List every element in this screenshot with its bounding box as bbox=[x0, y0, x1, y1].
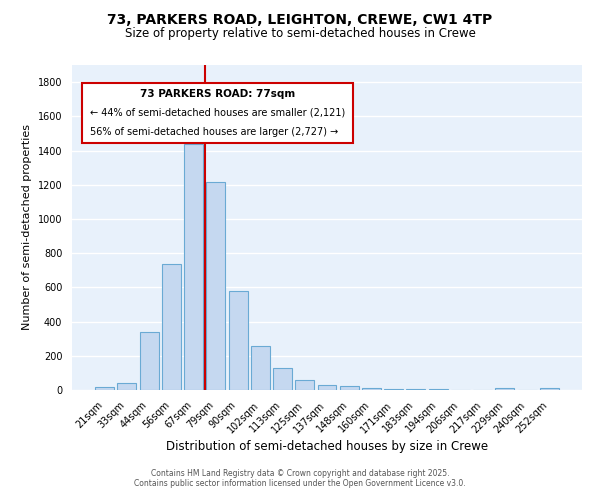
FancyBboxPatch shape bbox=[82, 83, 353, 143]
Bar bbox=[95, 388, 114, 390]
Bar bbox=[362, 388, 381, 390]
Bar bbox=[251, 346, 270, 390]
Bar bbox=[140, 332, 158, 390]
Text: 73 PARKERS ROAD: 77sqm: 73 PARKERS ROAD: 77sqm bbox=[140, 88, 295, 99]
Bar bbox=[162, 264, 181, 390]
Bar bbox=[206, 182, 225, 390]
Bar bbox=[340, 386, 359, 390]
Bar bbox=[317, 385, 337, 390]
Bar bbox=[295, 380, 314, 390]
Y-axis label: Number of semi-detached properties: Number of semi-detached properties bbox=[22, 124, 32, 330]
Bar bbox=[540, 388, 559, 390]
Text: Contains HM Land Registry data © Crown copyright and database right 2025.: Contains HM Land Registry data © Crown c… bbox=[151, 468, 449, 477]
Text: Size of property relative to semi-detached houses in Crewe: Size of property relative to semi-detach… bbox=[125, 28, 475, 40]
Bar bbox=[384, 388, 403, 390]
Bar bbox=[406, 389, 425, 390]
Bar bbox=[118, 383, 136, 390]
Bar bbox=[496, 388, 514, 390]
Text: 56% of semi-detached houses are larger (2,727) →: 56% of semi-detached houses are larger (… bbox=[90, 127, 338, 137]
Bar bbox=[229, 291, 248, 390]
Text: Contains public sector information licensed under the Open Government Licence v3: Contains public sector information licen… bbox=[134, 478, 466, 488]
X-axis label: Distribution of semi-detached houses by size in Crewe: Distribution of semi-detached houses by … bbox=[166, 440, 488, 454]
Text: 73, PARKERS ROAD, LEIGHTON, CREWE, CW1 4TP: 73, PARKERS ROAD, LEIGHTON, CREWE, CW1 4… bbox=[107, 12, 493, 26]
Bar bbox=[184, 144, 203, 390]
Bar bbox=[273, 368, 292, 390]
Text: ← 44% of semi-detached houses are smaller (2,121): ← 44% of semi-detached houses are smalle… bbox=[90, 108, 345, 118]
